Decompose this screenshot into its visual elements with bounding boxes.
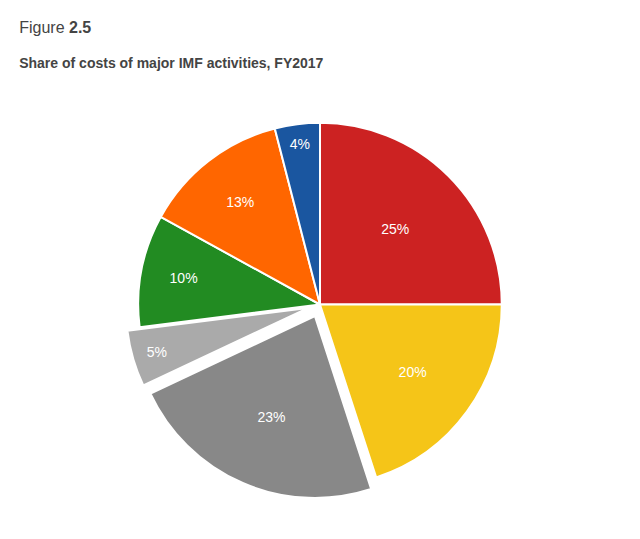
svg-text:Figure 2.5: Figure 2.5	[19, 19, 91, 36]
svg-text:5%: 5%	[147, 344, 167, 360]
svg-text:4%: 4%	[290, 136, 310, 152]
svg-text:Share of costs of major IMF ac: Share of costs of major IMF activities, …	[19, 55, 323, 71]
svg-text:10%: 10%	[170, 270, 198, 286]
svg-text:23%: 23%	[257, 409, 285, 425]
svg-text:13%: 13%	[226, 194, 254, 210]
svg-text:25%: 25%	[381, 221, 409, 237]
svg-text:20%: 20%	[399, 364, 427, 380]
